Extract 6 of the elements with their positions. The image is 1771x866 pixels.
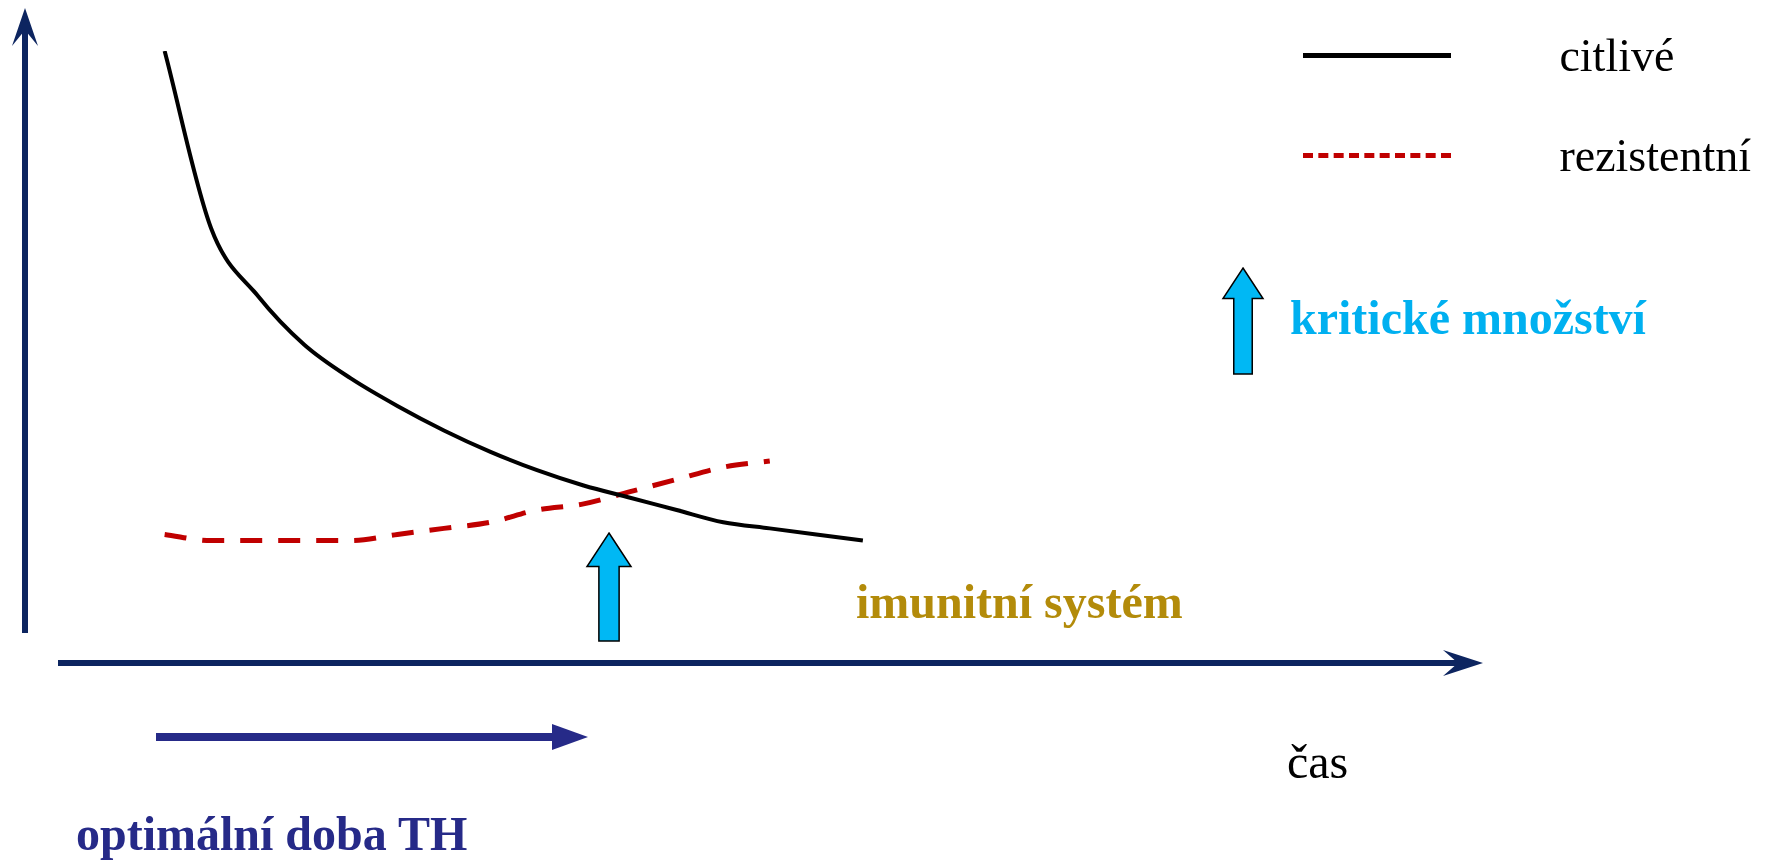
x-axis-title: čas — [1287, 735, 1349, 788]
legend-label: citlivé — [1559, 28, 1675, 82]
annotation: kritické množství — [1290, 291, 1646, 344]
annotation: imunitní systém — [856, 575, 1183, 628]
legend-label: rezistentní — [1559, 128, 1751, 182]
text: optimální doba TH — [76, 807, 468, 860]
